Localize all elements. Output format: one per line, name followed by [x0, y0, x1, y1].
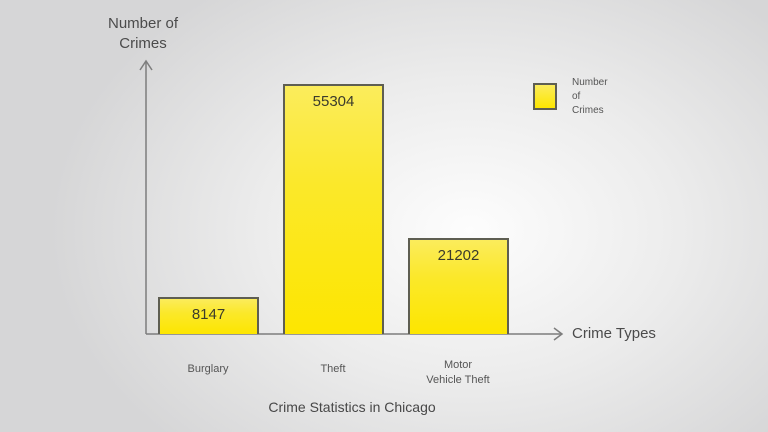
- legend-swatch: [533, 83, 557, 110]
- category-label-line: Burglary: [187, 363, 229, 375]
- x-axis-arrow-icon: [553, 327, 564, 341]
- category-label-burglary: Burglary: [138, 362, 278, 377]
- category-label-theft: Theft: [263, 362, 403, 377]
- bar-value: 55304: [312, 93, 355, 110]
- y-axis-arrow-icon: [139, 59, 153, 71]
- bar-motor-vehicle-theft: 21202: [408, 238, 509, 334]
- bar-value: 8147: [191, 306, 226, 323]
- legend-label: Number of Crimes: [572, 76, 632, 118]
- category-label-line: Vehicle Theft: [426, 374, 490, 386]
- x-axis-label: Crime Types: [572, 325, 656, 342]
- bar-theft: 55304: [283, 84, 384, 334]
- legend-label-line: Crimes: [572, 105, 604, 116]
- legend-label-line: Number: [572, 77, 608, 88]
- legend-label-line: of: [572, 91, 581, 102]
- y-axis-label-text: Number of Crimes: [107, 15, 179, 52]
- category-label-line: Theft: [320, 363, 346, 375]
- bar-burglary: 8147: [158, 297, 259, 334]
- chart-title: Crime Statistics in Chicago: [268, 399, 436, 415]
- category-label-motor-vehicle-theft: Motor Vehicle Theft: [388, 358, 528, 388]
- category-label-line: Motor: [443, 359, 473, 371]
- bar-value: 21202: [437, 247, 480, 264]
- y-axis-label: Number of Crimes: [95, 14, 191, 54]
